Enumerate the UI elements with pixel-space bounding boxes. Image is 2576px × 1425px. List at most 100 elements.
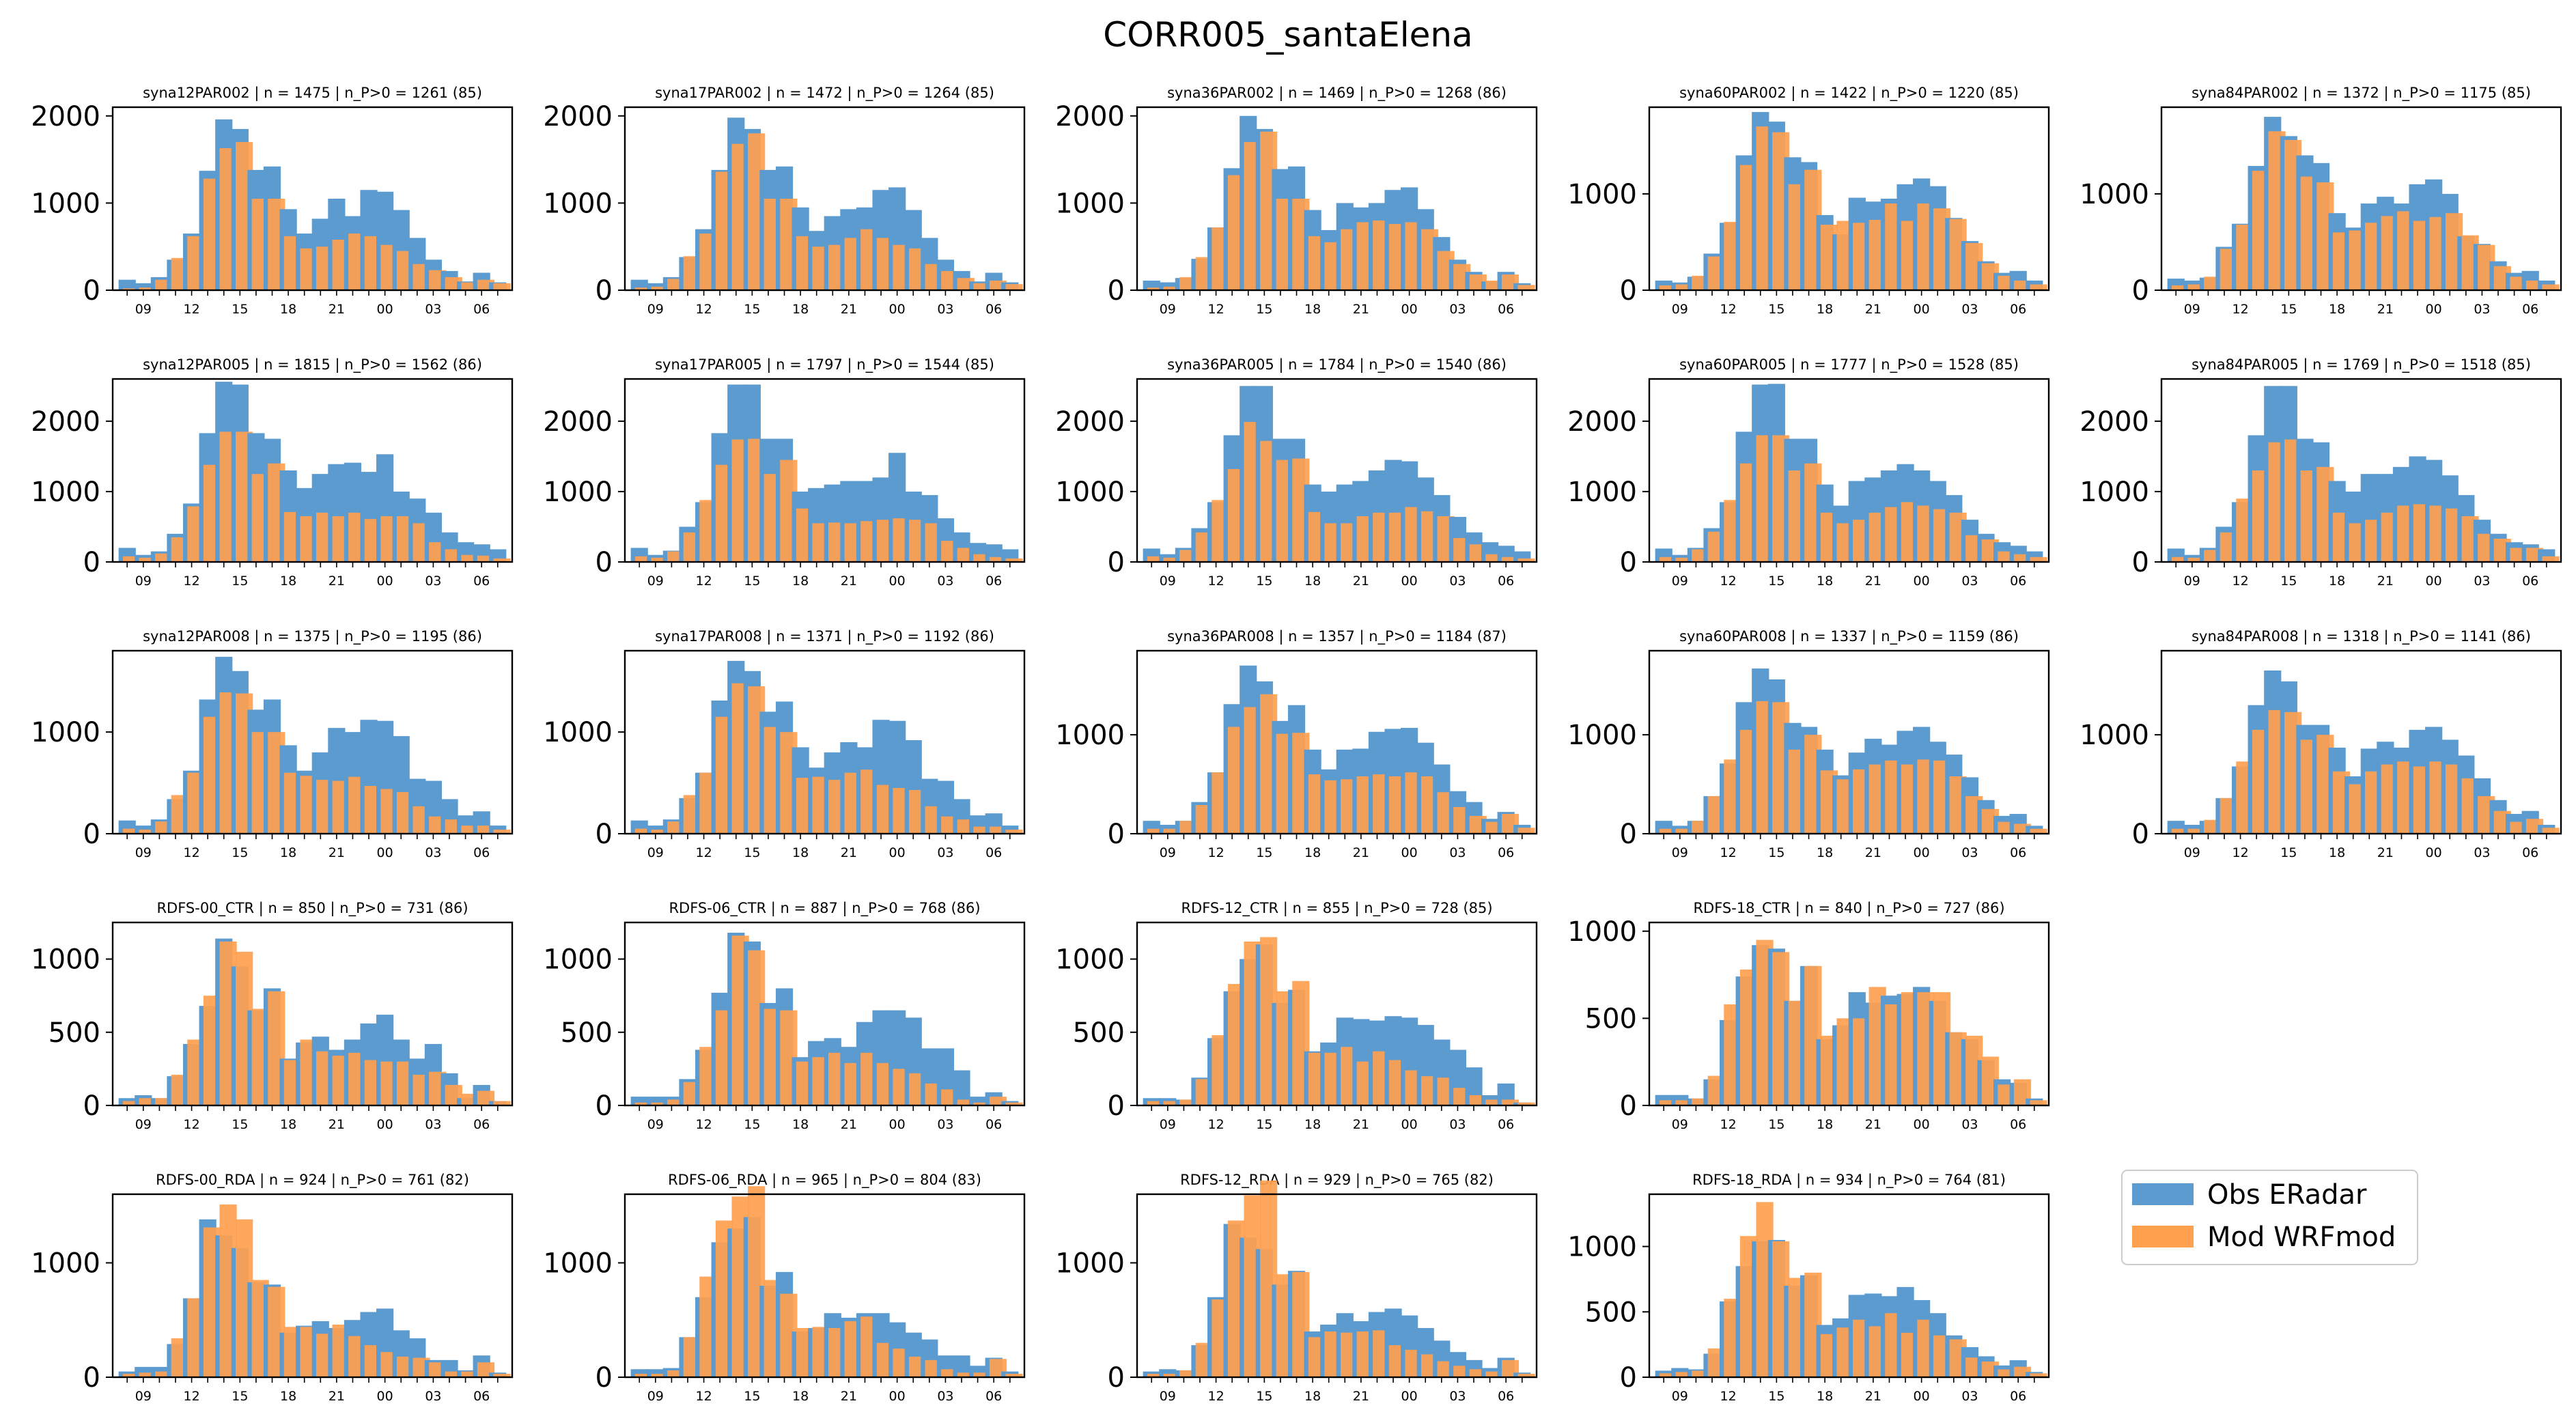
panel-title: RDFS-00_RDA | n = 924 | n_P>0 = 761 (82) [156,1172,469,1189]
ytick-label: 0 [596,819,613,850]
ytick-label: 0 [1108,1090,1125,1122]
bar-mod-08 [122,828,141,834]
xtick-label: 15 [232,302,248,317]
xtick-label: 15 [744,302,760,317]
bar-mod-08 [1147,828,1165,834]
bar-mod-08 [1147,287,1165,290]
ytick-label: 500 [1585,1297,1637,1328]
bar-mod-06 [477,555,495,562]
xtick-label: 00 [2426,574,2442,589]
xtick-label: 09 [135,1389,152,1404]
xtick-label: 12 [183,845,199,860]
xtick-label: 06 [473,1389,490,1404]
xtick-label: 15 [744,1117,760,1132]
panel-10: syna84PAR005 | n = 1769 | n_P>0 = 1518 (… [2080,356,2562,589]
xtick-label: 09 [135,845,152,860]
xtick-label: 00 [377,845,393,860]
xtick-label: 09 [1672,1117,1688,1132]
bar-mod-09 [1163,828,1181,834]
bar-mod-07 [1005,1373,1023,1377]
bar-mod-07 [1517,828,1535,834]
xtick-label: 18 [1817,1117,1833,1132]
axes-frame [2160,106,2562,292]
xtick-label: 15 [232,574,248,589]
axes-frame [624,106,1026,292]
panel-title: syna12PAR008 | n = 1375 | n_P>0 = 1195 (… [143,628,482,645]
xtick-label: 00 [1401,1117,1418,1132]
figure-title: CORR005_santaElena [1103,15,1472,55]
bar-mod-09 [651,1102,669,1105]
panel-4: syna60PAR002 | n = 1422 | n_P>0 = 1220 (… [1567,85,2050,317]
ytick-label: 2000 [1055,101,1125,132]
bar-mod-07 [493,830,511,834]
xtick-label: 15 [1768,845,1784,860]
bar-mod-08 [1147,556,1165,562]
xtick-label: 18 [280,1389,296,1404]
bar-mod-06 [477,826,495,834]
xtick-label: 06 [985,302,1002,317]
panel-title: syna36PAR008 | n = 1357 | n_P>0 = 1184 (… [1167,628,1507,645]
panel-21: RDFS-06_RDA | n = 965 | n_P>0 = 804 (83)… [543,1172,1026,1404]
ytick-label: 0 [596,1362,613,1394]
panel-title: RDFS-06_RDA | n = 965 | n_P>0 = 804 (83) [668,1172,981,1189]
xtick-label: 09 [1160,845,1176,860]
xtick-label: 03 [937,574,953,589]
xtick-label: 21 [841,845,857,860]
panel-9: syna60PAR005 | n = 1777 | n_P>0 = 1528 (… [1567,356,2050,589]
xtick-label: 06 [2010,574,2026,589]
xtick-label: 09 [1672,845,1688,860]
xtick-label: 03 [937,845,953,860]
xtick-label: 06 [985,1389,1002,1404]
panel-title: syna60PAR008 | n = 1337 | n_P>0 = 1159 (… [1679,628,2019,645]
bar-mod-09 [139,1098,156,1105]
xtick-label: 18 [2329,845,2345,860]
panel-title: RDFS-06_CTR | n = 887 | n_P>0 = 768 (86) [669,900,980,917]
panel-19: RDFS-18_CTR | n = 840 | n_P>0 = 727 (86)… [1567,900,2050,1132]
bar-mod-09 [139,287,156,290]
xtick-label: 03 [425,1389,441,1404]
ytick-label: 1000 [1567,1232,1637,1263]
bar-mod-05 [973,554,991,562]
xtick-label: 21 [841,1117,857,1132]
bar-mod-07 [1005,830,1023,834]
xtick-label: 03 [2474,302,2490,317]
ytick-label: 0 [2132,547,2149,578]
ytick-label: 1000 [1567,179,1637,210]
bar-mod-05 [461,1371,479,1377]
ytick-label: 1000 [1567,720,1637,751]
bar-mod-07 [2030,828,2047,834]
bar-mod-09 [1675,557,1693,562]
bar-mod-08 [2171,828,2189,834]
axes-frame [624,649,1026,835]
ytick-label: 2000 [31,101,100,132]
panel-title: syna17PAR005 | n = 1797 | n_P>0 = 1544 (… [655,356,994,373]
xtick-label: 12 [1720,845,1736,860]
bar-mod-08 [1659,285,1677,290]
xtick-label: 06 [473,845,490,860]
xtick-label: 12 [695,574,712,589]
bar-obs-08 [630,1369,648,1377]
axes-frame [1136,378,1538,563]
ytick-label: 1000 [2080,179,2149,210]
xtick-label: 12 [695,845,712,860]
bar-mod-07 [493,1373,511,1377]
xtick-label: 18 [2329,302,2345,317]
bar-mod-08 [122,556,141,562]
xtick-label: 21 [1353,1117,1369,1132]
ytick-label: 1000 [1567,477,1637,508]
bar-mod-06 [1501,1099,1520,1105]
xtick-label: 21 [328,1117,345,1132]
bar-mod-09 [1675,828,1693,834]
panel-13: syna36PAR008 | n = 1357 | n_P>0 = 1184 (… [1055,628,1538,860]
xtick-label: 18 [280,845,296,860]
bar-mod-07 [2542,828,2560,834]
xtick-label: 15 [2280,845,2297,860]
ytick-label: 0 [1108,275,1125,307]
xtick-label: 12 [183,302,199,317]
xtick-label: 09 [135,574,152,589]
xtick-label: 06 [1498,1117,1514,1132]
xtick-label: 09 [1160,574,1176,589]
xtick-label: 15 [1256,574,1272,589]
xtick-label: 18 [1817,845,1833,860]
bar-mod-08 [2171,556,2189,562]
